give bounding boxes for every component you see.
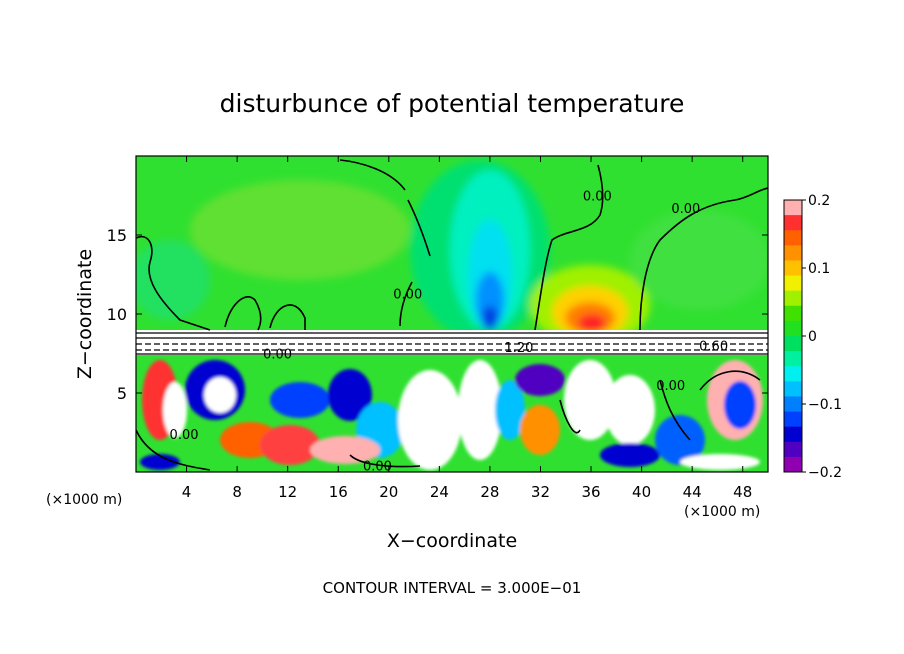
y-tick-label: 15	[107, 226, 127, 245]
colorbar-swatch	[784, 320, 802, 337]
colorbar-tick-label: −0.1	[808, 397, 842, 413]
colorbar-swatch	[784, 456, 802, 473]
x-tick-label: 4	[182, 483, 192, 501]
colorbar-swatch	[784, 200, 802, 216]
contour-label: 0.00	[656, 379, 685, 394]
x-tick-label: 36	[581, 483, 600, 501]
x-tick-label: 20	[379, 483, 398, 501]
x-axis-label: X−coordinate	[387, 530, 517, 552]
contour-label: 0.00	[583, 190, 612, 205]
colorbar-swatch	[784, 426, 802, 443]
colorbar-swatch	[784, 260, 802, 277]
colorbar-swatch	[784, 336, 802, 352]
colorbar-swatch	[784, 305, 802, 322]
x-tick-label: 32	[531, 483, 550, 501]
x-tick-label: 48	[733, 483, 752, 501]
x-tick-label: 16	[329, 483, 348, 501]
colorbar-tick-label: 0	[808, 329, 817, 345]
contour-label: 0.00	[170, 428, 199, 443]
x-axis: 4 8 12 16 20 24 28 32 36 40 44 48	[182, 156, 752, 501]
inversion-layer	[136, 330, 768, 355]
contour-lines	[136, 159, 768, 471]
x-tick-label: 44	[683, 483, 702, 501]
x-tick-label: 24	[430, 483, 449, 501]
x-tick-label: 12	[278, 483, 297, 501]
colorbar-tick-label: −0.2	[808, 465, 842, 481]
x-tick-label: 28	[480, 483, 499, 501]
colorbar-swatch	[784, 396, 802, 413]
x-tick-label: 8	[232, 483, 242, 501]
inversion-contours	[136, 332, 768, 355]
colorbar-swatch	[784, 215, 802, 231]
colorbar-swatch	[784, 381, 802, 397]
z-unit-label: (×1000 m)	[46, 492, 122, 508]
chart-title: disturbunce of potential temperature	[220, 89, 685, 118]
contour-interval-footer: CONTOUR INTERVAL = 3.000E−01	[323, 579, 582, 597]
contour-label: 0.00	[263, 348, 292, 363]
contour-label: 1.20	[505, 341, 534, 356]
y-tick-label: 10	[107, 305, 127, 324]
lower-field	[136, 355, 768, 472]
colorbar-swatch	[784, 441, 802, 458]
x-unit-label: (×1000 m)	[684, 504, 760, 520]
x-tick-label: 40	[632, 483, 651, 501]
colorbar-swatch	[784, 411, 802, 428]
plot-area: 0.00 0.00 0.00 0.00 1.20 0.60 0.00 0.00 0.00	[136, 156, 768, 475]
colorbar-swatch	[784, 366, 802, 382]
colorbar-swatch	[784, 245, 802, 261]
colorbar-swatch	[784, 230, 802, 246]
y-tick-label: 5	[117, 384, 127, 403]
contour-label: 0.00	[393, 287, 422, 302]
contour-label: 0.00	[671, 202, 700, 217]
colorbar-swatch	[784, 275, 802, 292]
colorbar-tick-label: 0.1	[808, 261, 830, 277]
contour-labels: 0.00 0.00 0.00 0.00 1.20 0.60 0.00 0.00 0.00	[170, 190, 729, 475]
colorbar-tick-label: 0.2	[808, 193, 830, 209]
y-axis-label: Z−coordinate	[74, 249, 96, 379]
contour-label: 0.00	[363, 460, 392, 475]
colorbar-swatch	[784, 290, 802, 307]
colorbar: 0.2 0.1 0 −0.1 −0.2	[783, 193, 842, 481]
contour-label: 0.60	[699, 340, 728, 355]
y-axis: 5 10 15	[107, 226, 768, 403]
colorbar-swatch	[784, 351, 802, 367]
